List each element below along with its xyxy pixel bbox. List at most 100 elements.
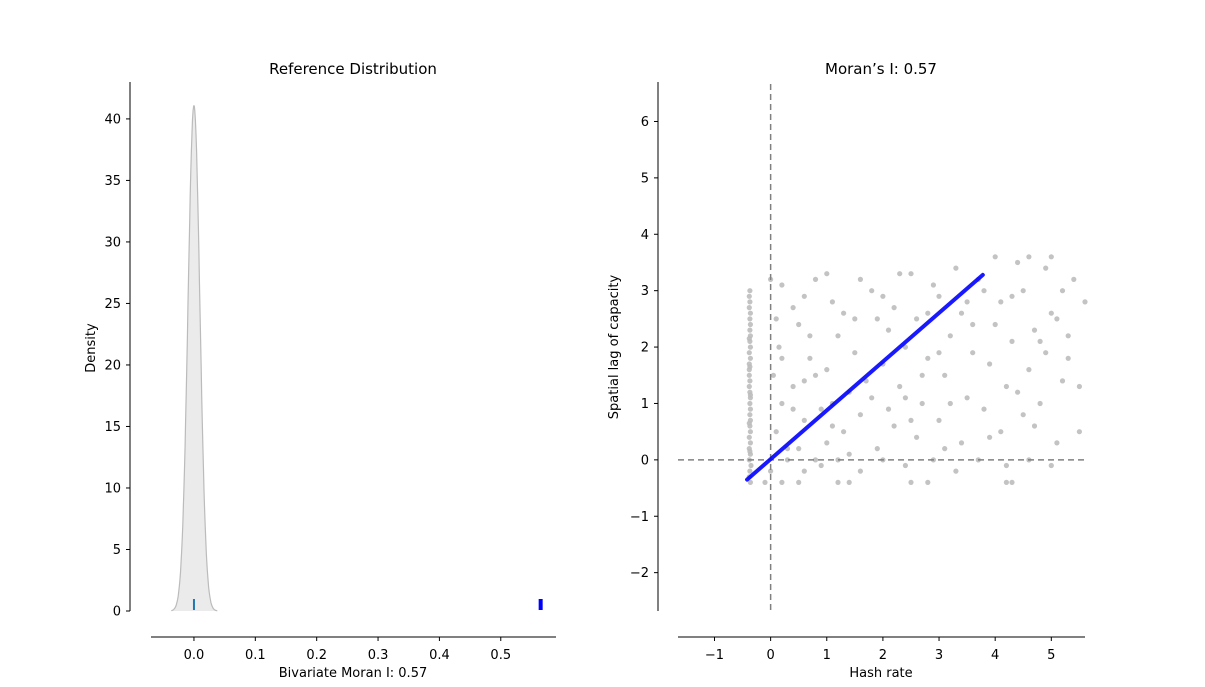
density-curve bbox=[171, 105, 218, 612]
scatter-point bbox=[1059, 288, 1066, 294]
left-y-tick-label: 20 bbox=[104, 358, 121, 373]
scatter-point bbox=[857, 468, 864, 474]
moran-scatter-panel: Moran’s I: 0.57 −2 −1 0 1 2 3 4 5 6 −1 0 1 2 3 4 5 Has… bbox=[607, 60, 1088, 681]
scatter-point bbox=[908, 271, 914, 277]
scatter-point bbox=[942, 446, 948, 452]
scatter-point bbox=[746, 383, 752, 390]
right-y-tick-label: −1 bbox=[630, 510, 649, 525]
scatter-point bbox=[747, 344, 754, 350]
scatter-point bbox=[925, 355, 931, 361]
left-x-tick-label: 0.5 bbox=[490, 648, 511, 663]
scatter-point bbox=[746, 336, 752, 342]
scatter-point bbox=[992, 321, 998, 328]
right-y-tick-label: 1 bbox=[641, 397, 649, 412]
right-x-tick-label: −1 bbox=[705, 648, 724, 663]
right-x-tick-label: 1 bbox=[823, 648, 831, 663]
scatter-point bbox=[947, 333, 953, 339]
scatter-point bbox=[747, 316, 753, 322]
scatter-point bbox=[747, 392, 754, 398]
scatter-point bbox=[746, 350, 752, 356]
scatter-point bbox=[992, 254, 998, 260]
scatter-point bbox=[747, 412, 753, 418]
scatter-point bbox=[947, 400, 953, 407]
left-x-tick-label: 0.4 bbox=[429, 648, 450, 663]
scatter-point bbox=[773, 316, 779, 322]
scatter-point bbox=[747, 468, 753, 474]
scatter-point bbox=[936, 417, 942, 423]
left-x-ticks: 0.0 0.1 0.2 0.3 0.4 0.5 bbox=[184, 637, 511, 663]
scatter-point bbox=[1015, 389, 1021, 395]
scatter-point bbox=[874, 316, 880, 322]
scatter-point bbox=[747, 310, 754, 316]
left-x-tick-label: 0.0 bbox=[184, 648, 205, 663]
scatter-point bbox=[846, 479, 852, 485]
scatter-point bbox=[958, 440, 965, 446]
scatter-point bbox=[885, 406, 892, 412]
left-y-axis-label: Density bbox=[84, 323, 99, 373]
scatter-point bbox=[1003, 383, 1010, 390]
scatter-point bbox=[812, 372, 819, 378]
right-y-axis-label: Spatial lag of capacity bbox=[607, 275, 622, 420]
scatter-point bbox=[824, 271, 830, 277]
scatter-point bbox=[1037, 338, 1043, 344]
scatter-point bbox=[1020, 288, 1026, 294]
scatter-point bbox=[987, 434, 993, 440]
scatter-point bbox=[747, 479, 754, 485]
scatter-point bbox=[773, 429, 779, 435]
scatter-point bbox=[768, 468, 774, 474]
scatter-point bbox=[1043, 350, 1049, 356]
scatter-point bbox=[801, 468, 807, 474]
scatter-point bbox=[1026, 254, 1032, 260]
scatter-point bbox=[987, 361, 993, 367]
scatter-point bbox=[914, 434, 920, 440]
scatter-point bbox=[1009, 293, 1015, 299]
scatter-point bbox=[824, 440, 830, 446]
scatter-point bbox=[891, 305, 897, 311]
scatter-point bbox=[998, 299, 1004, 305]
left-x-tick-label: 0.3 bbox=[368, 648, 389, 663]
scatter-point bbox=[770, 372, 777, 378]
scatter-point bbox=[1065, 333, 1071, 339]
scatter-point bbox=[829, 299, 836, 305]
scatter-point bbox=[958, 310, 965, 316]
scatter-point bbox=[914, 316, 920, 322]
scatter-point bbox=[818, 462, 824, 469]
left-chart-title: Reference Distribution bbox=[269, 60, 437, 78]
scatter-point bbox=[897, 271, 903, 277]
scatter-point bbox=[919, 400, 925, 407]
reference-distribution-panel: Reference Distribution 0510152025303540 … bbox=[84, 60, 556, 681]
right-x-tick-label: 0 bbox=[766, 648, 774, 663]
scatter-point bbox=[1009, 338, 1015, 344]
scatter-point bbox=[790, 383, 796, 390]
scatter-point bbox=[936, 293, 942, 299]
scatter-point bbox=[747, 321, 754, 328]
scatter-point bbox=[874, 446, 880, 452]
scatter-point bbox=[1071, 276, 1077, 282]
scatter-point bbox=[779, 355, 785, 361]
left-y-tick-label: 0 bbox=[113, 605, 121, 620]
scatter-point bbox=[885, 327, 892, 333]
scatter-point bbox=[807, 355, 813, 361]
right-y-tick-label: 3 bbox=[641, 284, 649, 299]
scatter-point bbox=[747, 429, 754, 435]
scatter-point bbox=[776, 344, 782, 350]
scatter-point bbox=[846, 451, 852, 457]
scatter-point bbox=[919, 372, 925, 378]
right-y-tick-label: 6 bbox=[641, 115, 649, 130]
scatter-point bbox=[841, 310, 847, 316]
left-y-tick-label: 5 bbox=[113, 543, 121, 558]
left-x-tick-label: 0.2 bbox=[306, 648, 327, 663]
scatter-point bbox=[818, 406, 824, 412]
scatter-point bbox=[1015, 259, 1021, 266]
scatter-point bbox=[880, 293, 886, 299]
scatter-point bbox=[1009, 479, 1015, 485]
right-x-tick-label: 3 bbox=[935, 648, 943, 663]
scatter-point bbox=[1026, 367, 1032, 373]
scatter-point bbox=[1043, 265, 1049, 271]
scatter-point bbox=[1003, 462, 1010, 469]
right-y-tick-label: 2 bbox=[641, 341, 649, 356]
scatter-point bbox=[841, 429, 847, 435]
scatter-point bbox=[942, 372, 948, 378]
scatter-point bbox=[812, 276, 819, 282]
scatter-point bbox=[970, 350, 976, 356]
